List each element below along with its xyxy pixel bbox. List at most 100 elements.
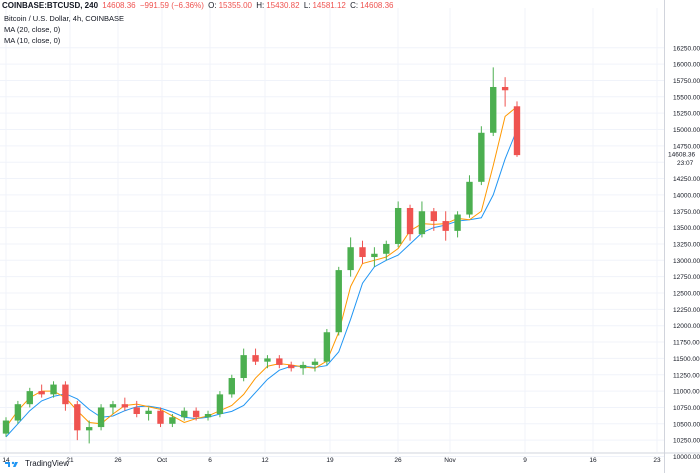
open-label: O: xyxy=(208,1,217,10)
candle-body xyxy=(418,211,426,235)
y-tick-label: 11000.00 xyxy=(673,389,700,396)
candle-body xyxy=(26,391,33,405)
candle-body xyxy=(74,404,81,431)
tradingview-branding[interactable]: TradingView xyxy=(4,459,69,468)
low-label: L: xyxy=(303,1,311,10)
y-tick-label: 13500.00 xyxy=(673,225,700,232)
candle-body xyxy=(145,410,152,414)
candle-body xyxy=(490,86,497,133)
x-tick-label: Oct xyxy=(157,457,167,464)
candle-body xyxy=(299,364,307,369)
y-tick-label: 10500.00 xyxy=(673,421,700,428)
candle-body xyxy=(442,221,449,231)
y-tick-label: 16250.00 xyxy=(673,45,700,52)
y-tick-label: 10250.00 xyxy=(673,438,700,445)
open-value: 15355.00 xyxy=(218,1,252,10)
y-tick-label: 14000.00 xyxy=(673,192,700,199)
candle-body xyxy=(288,364,295,369)
ma20-line xyxy=(5,129,518,438)
chart-header: COINBASE:BTCUSD, 240 14608.36 −991.59 (−… xyxy=(2,1,395,10)
candle-body xyxy=(133,407,140,414)
candle-body xyxy=(38,391,45,395)
y-tick-label: 14750.00 xyxy=(673,143,700,150)
candle-body xyxy=(109,404,117,408)
last-price: 14608.36 xyxy=(102,1,136,10)
candle-body xyxy=(406,207,414,235)
y-tick-label: 12000.00 xyxy=(673,323,700,330)
low-value: 14581.12 xyxy=(312,1,346,10)
y-tick-label: 15000.00 xyxy=(673,127,700,134)
candle-body xyxy=(192,410,200,418)
last-price-tag: 14608.36 xyxy=(668,152,695,159)
candle-body xyxy=(430,211,438,222)
candle-body xyxy=(228,378,235,395)
candle-body xyxy=(513,106,521,156)
close-label: C: xyxy=(350,1,359,10)
candle-body xyxy=(335,270,342,333)
price-change: −991.59 (−6.36%) xyxy=(139,1,204,10)
y-tick-label: 16000.00 xyxy=(673,62,700,69)
countdown-tag: 23:07 xyxy=(677,160,694,167)
legend-ma20[interactable]: MA (20, close, 0) xyxy=(4,25,61,34)
legend-ma10[interactable]: MA (10, close, 0) xyxy=(4,36,61,45)
y-tick-label: 11250.00 xyxy=(673,372,700,379)
candle-body xyxy=(478,132,485,182)
candle-body xyxy=(97,407,105,428)
x-tick-label: 14 xyxy=(2,457,10,464)
y-tick-label: 15750.00 xyxy=(673,78,700,85)
x-tick-label: 12 xyxy=(261,457,269,464)
y-tick-label: 11750.00 xyxy=(673,340,700,347)
candle-body xyxy=(50,384,57,395)
x-tick-label: 26 xyxy=(394,457,402,464)
y-tick-label: 15500.00 xyxy=(673,94,700,101)
y-tick-label: 12250.00 xyxy=(673,307,700,314)
symbol-label[interactable]: COINBASE:BTCUSD, 240 xyxy=(2,1,99,10)
candle-body xyxy=(2,420,10,434)
candle-body xyxy=(204,413,212,418)
high-label: H: xyxy=(256,1,265,10)
candle-body xyxy=(311,361,319,365)
candle-body xyxy=(454,214,461,231)
y-tick-label: 12500.00 xyxy=(673,291,700,298)
candle-body xyxy=(264,358,271,362)
y-tick-label: 14250.00 xyxy=(673,176,700,183)
candle-body xyxy=(157,410,164,424)
price-tag-bg xyxy=(665,149,700,168)
x-tick-label: Nov xyxy=(444,457,456,464)
y-tick-label: 11500.00 xyxy=(673,356,700,363)
y-tick-label: 13000.00 xyxy=(673,258,700,265)
y-tick-label: 13750.00 xyxy=(673,209,700,216)
close-value: 14608.36 xyxy=(360,1,394,10)
candle-body xyxy=(323,332,331,362)
x-tick-label: 6 xyxy=(208,457,212,464)
candle-body xyxy=(383,243,390,254)
x-tick-label: 26 xyxy=(114,457,122,464)
tradingview-logo-icon xyxy=(5,461,18,467)
x-tick-label: 23 xyxy=(653,457,661,464)
candle-body xyxy=(240,355,247,379)
candle-body xyxy=(169,417,176,424)
candle-body xyxy=(276,358,283,365)
y-tick-label: 10750.00 xyxy=(673,405,700,412)
candle-body xyxy=(252,355,259,362)
candle-body xyxy=(466,181,473,215)
candle-body xyxy=(181,410,188,418)
candle-body xyxy=(216,394,224,414)
candle-body xyxy=(85,427,93,431)
x-tick-label: 9 xyxy=(523,457,527,464)
candle-body xyxy=(359,247,366,258)
y-tick-label: 10000.00 xyxy=(673,454,700,461)
y-tick-label: 15250.00 xyxy=(673,111,700,118)
candle-body xyxy=(394,207,402,244)
x-tick-label: 21 xyxy=(66,457,74,464)
ma10-line xyxy=(5,106,518,428)
branding-text: TradingView xyxy=(25,459,70,468)
y-tick-label: 12750.00 xyxy=(673,274,700,281)
candle-body xyxy=(14,404,22,421)
candle-body xyxy=(371,253,378,258)
legend-title[interactable]: Bitcoin / U.S. Dollar, 4h, COINBASE xyxy=(4,14,125,23)
candle-body xyxy=(62,384,69,405)
candle-body xyxy=(121,404,129,408)
